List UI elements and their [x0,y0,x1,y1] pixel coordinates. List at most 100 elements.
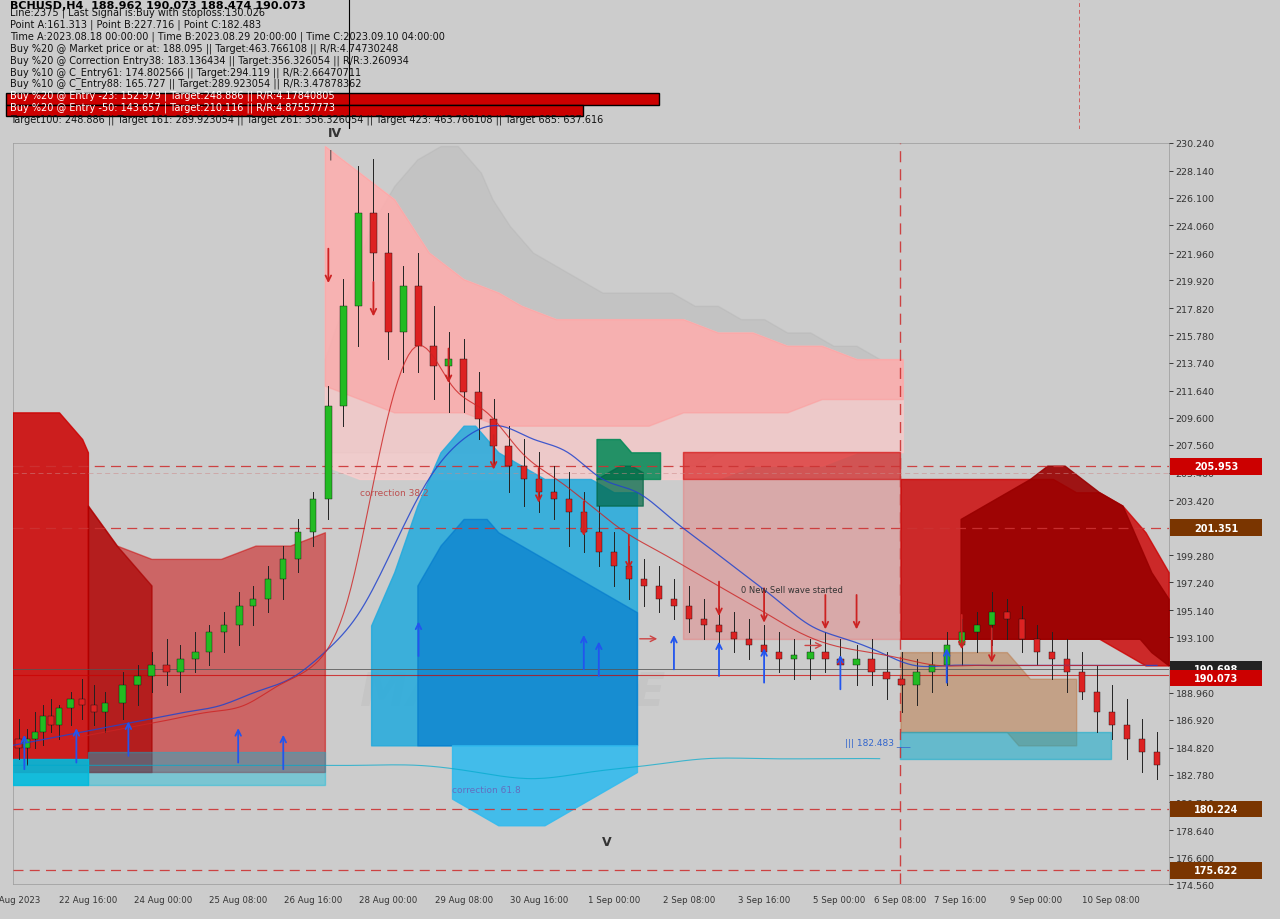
Bar [731,632,737,639]
Bar [250,599,256,606]
Bar [15,739,22,748]
Bar [655,586,662,599]
Text: MARKETZIE: MARKETZIE [360,671,664,716]
Text: 1 Sep 00:00: 1 Sep 00:00 [588,895,640,904]
Bar [47,716,54,726]
Text: 2 Sep 08:00: 2 Sep 08:00 [663,895,716,904]
Bar [445,359,452,367]
Bar [134,676,141,686]
Bar [746,639,753,646]
Bar [79,699,86,706]
Bar [641,579,648,586]
Text: Point A:161.313 | Point B:227.716 | Point C:182.483: Point A:161.313 | Point B:227.716 | Poin… [10,19,261,30]
Bar [521,466,527,480]
Bar [791,655,797,659]
Bar [370,213,376,254]
Bar [237,606,242,626]
Text: ||| 182.483 ___: ||| 182.483 ___ [845,739,910,747]
Text: 190.698: 190.698 [1194,664,1238,675]
FancyBboxPatch shape [6,106,584,118]
Bar [91,706,97,712]
Bar [974,626,980,632]
Text: 190.073: 190.073 [1194,673,1238,683]
Bar [566,499,572,513]
Bar [192,652,198,659]
Bar [988,612,995,626]
Text: 25 Aug 08:00: 25 Aug 08:00 [209,895,268,904]
Bar [581,513,588,533]
Bar [701,619,707,626]
Text: 205.953: 205.953 [1194,461,1238,471]
Text: Line:2375 | Last Signal is:Buy with stoploss:130.026: Line:2375 | Last Signal is:Buy with stop… [10,7,265,18]
Bar [868,659,874,673]
Bar [899,679,905,686]
Bar [148,665,155,676]
Bar [837,659,844,665]
Bar [461,359,467,393]
Bar [854,659,860,665]
Bar [56,709,63,726]
Bar [914,673,920,686]
Text: Buy %20 @ Market price or at: 188.095 || Target:463.766108 || R/R:4.74730248: Buy %20 @ Market price or at: 188.095 ||… [10,43,398,53]
Text: Target100: 248.886 || Target 161: 289.923054 || Target 261: 356.326054 || Target: Target100: 248.886 || Target 161: 289.92… [10,114,603,124]
Bar [1108,712,1115,726]
Bar [325,406,332,499]
Text: 29 Aug 08:00: 29 Aug 08:00 [434,895,493,904]
Text: Buy %10 @ C_Entry88: 165.727 || Target:289.923054 || R/R:3.47878362: Buy %10 @ C_Entry88: 165.727 || Target:2… [10,78,362,89]
Bar [943,646,950,665]
Bar [206,632,212,652]
Bar [1094,692,1100,712]
Bar [671,599,677,606]
Bar [1004,612,1010,619]
Bar [686,606,692,619]
Bar [385,254,392,333]
Text: correction 61.8: correction 61.8 [452,785,521,794]
Text: 7 Sep 16:00: 7 Sep 16:00 [934,895,987,904]
Bar [356,213,361,307]
Text: 9 Sep 00:00: 9 Sep 00:00 [1010,895,1062,904]
Bar [1048,652,1055,659]
Text: Buy %20 @ Correction Entry38: 183.136434 || Target:356.326054 || R/R:3.260934: Buy %20 @ Correction Entry38: 183.136434… [10,55,410,65]
Bar [415,287,421,346]
Bar [23,739,29,748]
Bar [280,560,287,579]
Bar [808,652,814,659]
Bar [1019,619,1025,639]
Bar [401,287,407,333]
Bar [1124,726,1130,739]
Bar [177,659,183,673]
Bar [340,307,347,406]
Text: 3 Sep 16:00: 3 Sep 16:00 [739,895,790,904]
Bar [1034,639,1041,652]
Text: Buy %20 @ Entry -23: 152.979 | Target:248.886 || R/R:4.17840805: Buy %20 @ Entry -23: 152.979 | Target:24… [10,90,335,101]
Bar [1064,659,1070,673]
Text: Buy %20 @ Entry -50: 143.657 | Target:210.116 || R/R:4.87557773: Buy %20 @ Entry -50: 143.657 | Target:21… [10,102,335,113]
Text: 0 New Sell wave started: 0 New Sell wave started [741,585,842,595]
Bar [626,566,632,579]
Bar [776,652,782,659]
Text: 28 Aug 00:00: 28 Aug 00:00 [360,895,417,904]
Bar [883,673,890,679]
Text: 30 Aug 16:00: 30 Aug 16:00 [509,895,568,904]
Bar [430,346,436,367]
Bar [119,686,125,703]
Text: 5 Sep 00:00: 5 Sep 00:00 [813,895,865,904]
Bar [102,703,109,712]
Text: 10 Sep 08:00: 10 Sep 08:00 [1082,895,1139,904]
Bar [310,499,316,533]
Bar [959,632,965,646]
Bar [1139,739,1146,752]
Bar [506,447,512,466]
Bar [265,579,271,599]
Bar [40,716,46,732]
Text: 24 Aug 00:00: 24 Aug 00:00 [134,895,192,904]
Text: V: V [603,835,612,848]
Text: |: | [329,149,332,159]
Bar [32,732,38,739]
Bar [68,699,74,709]
Bar [1079,673,1085,692]
Text: BCHUSD,H4  188.962 190.073 188.474 190.073: BCHUSD,H4 188.962 190.073 188.474 190.07… [10,1,306,11]
Bar [164,665,170,673]
Text: 180.224: 180.224 [1194,804,1238,814]
Bar [1153,752,1160,766]
